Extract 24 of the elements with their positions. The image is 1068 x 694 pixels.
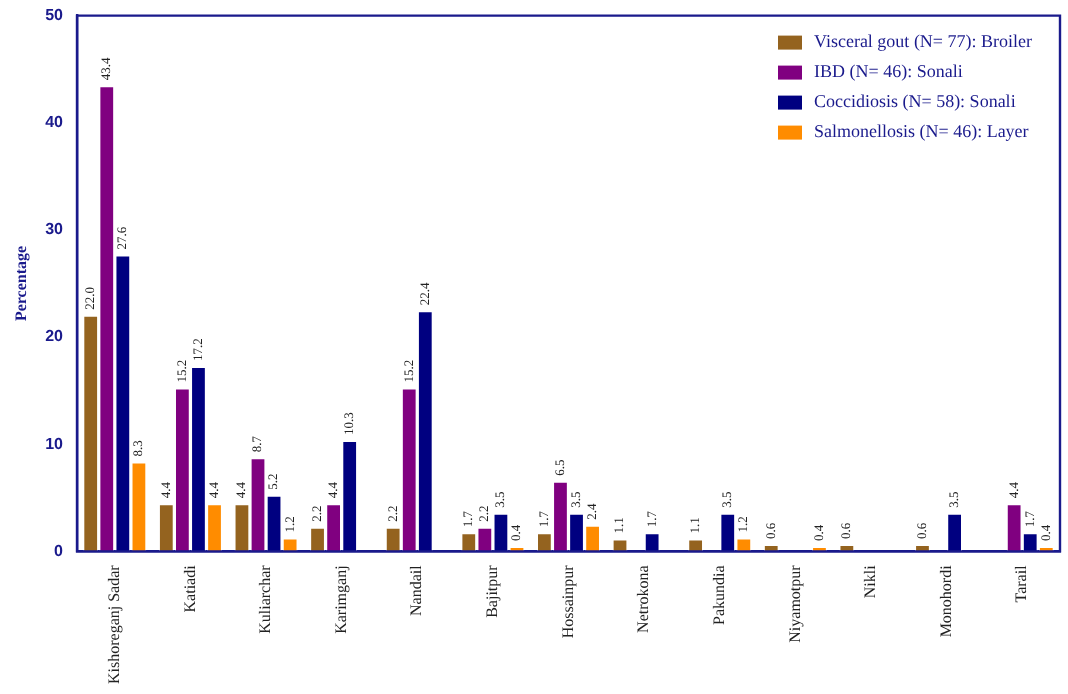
y-tick-label: 20: [45, 327, 65, 346]
x-tick-label: Tarail: [1012, 563, 1031, 603]
y-tick-label: 10: [45, 434, 65, 453]
x-tick-label: Nikli: [861, 563, 880, 599]
y-tick-label: 40: [45, 113, 65, 132]
y-tick-label: 30: [45, 220, 65, 239]
x-tick-label: Karimganj: [331, 565, 350, 634]
x-tick-label: Kuliarchar: [256, 564, 275, 634]
x-tick-label: Pakundia: [709, 564, 728, 625]
x-tick-label: Niyamotpur: [785, 564, 804, 643]
y-tick-label: 0: [54, 541, 65, 560]
legend-label: Coccidiosis (N= 58): Sonali: [813, 91, 1017, 112]
legend-label: Salmonellosis (N= 46): Layer: [813, 121, 1029, 142]
y-tick-label: 50: [45, 6, 65, 25]
x-tick-label: Katiadi: [180, 563, 199, 613]
x-tick-label: Kishoreganj Sadar: [104, 564, 123, 685]
y-axis-title: Percentage: [11, 244, 30, 322]
x-tick-label: Monohordi: [936, 563, 955, 638]
legend-label: Visceral gout (N= 77): Broiler: [813, 31, 1033, 52]
x-tick-label: Nandail: [407, 563, 426, 617]
legend-label: IBD (N= 46): Sonali: [813, 61, 964, 82]
x-tick-label: Netrokona: [634, 564, 653, 633]
x-tick-label: Hossainpur: [558, 564, 577, 639]
x-tick-label: Bajitpur: [483, 564, 502, 618]
